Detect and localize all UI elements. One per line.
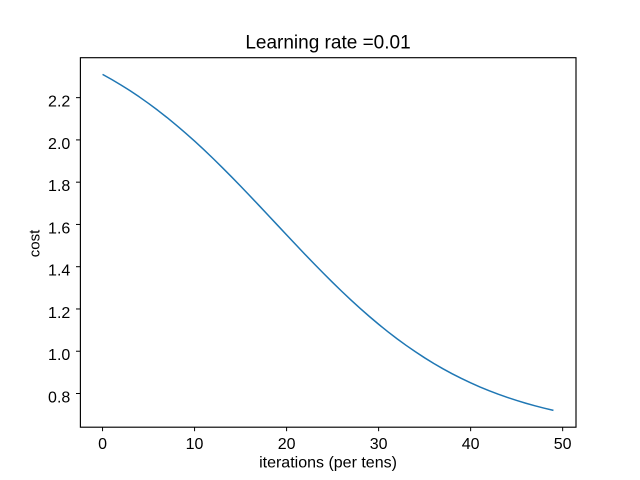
svg-text:40: 40 [462, 436, 480, 453]
svg-text:1.6: 1.6 [48, 220, 70, 237]
svg-text:1.0: 1.0 [48, 347, 70, 364]
svg-text:20: 20 [278, 436, 296, 453]
svg-text:Learning rate =0.01: Learning rate =0.01 [245, 33, 410, 54]
svg-text:0.8: 0.8 [48, 390, 70, 407]
svg-text:1.8: 1.8 [48, 178, 70, 195]
svg-text:2.0: 2.0 [48, 136, 70, 153]
svg-text:2.2: 2.2 [48, 94, 70, 111]
svg-text:30: 30 [370, 436, 388, 453]
svg-text:0: 0 [98, 436, 107, 453]
svg-text:iterations (per tens): iterations (per tens) [259, 455, 397, 472]
svg-text:cost: cost [27, 229, 44, 257]
svg-text:50: 50 [554, 436, 572, 453]
svg-text:1.4: 1.4 [48, 263, 70, 280]
svg-text:10: 10 [186, 436, 204, 453]
svg-text:1.2: 1.2 [48, 305, 70, 322]
